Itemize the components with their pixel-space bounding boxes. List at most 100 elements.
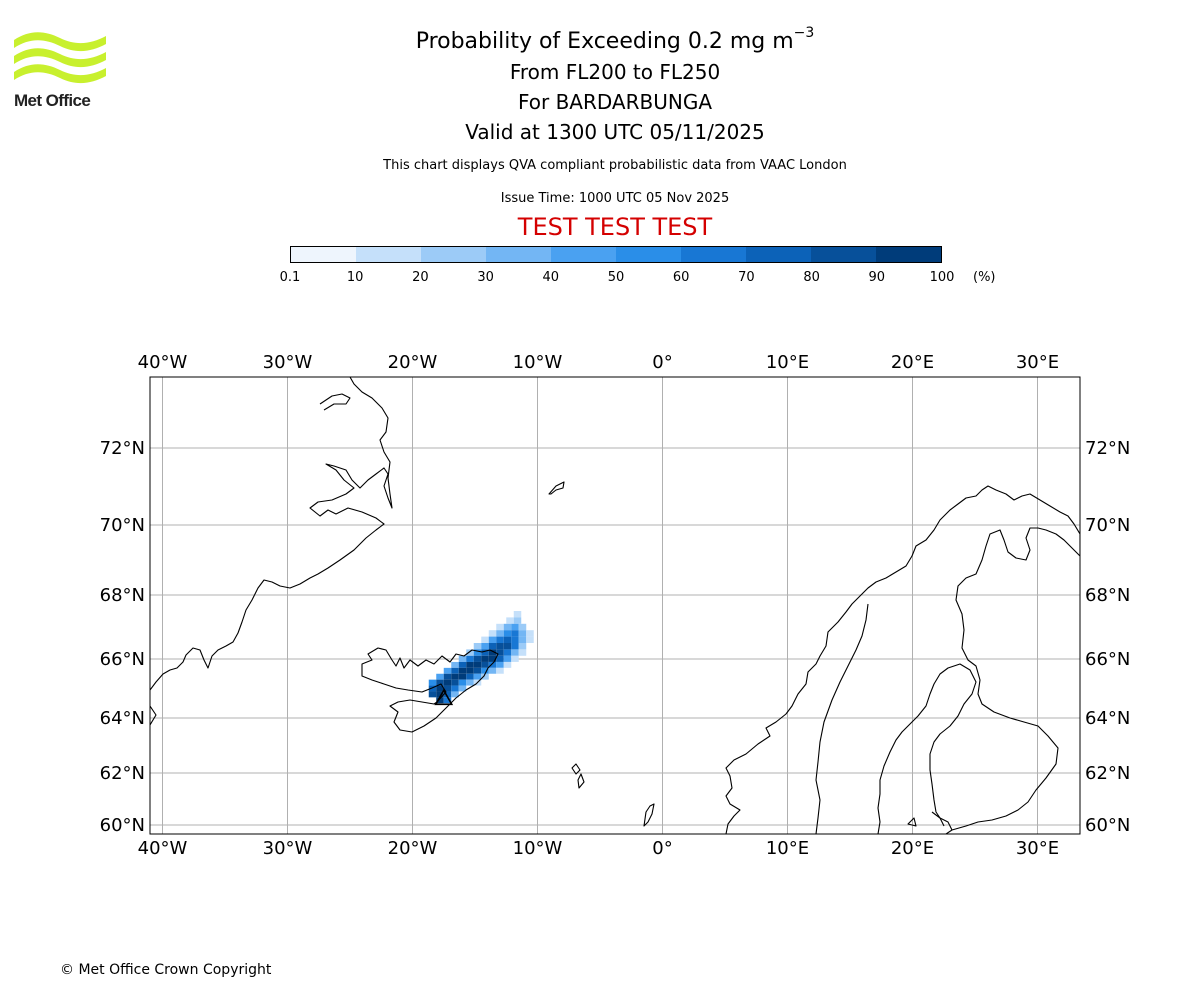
colorbar-tick-label: 40 bbox=[542, 270, 560, 285]
probability-cell bbox=[473, 661, 482, 668]
longitude-label: 0° bbox=[652, 352, 672, 373]
probability-cell bbox=[496, 643, 504, 650]
colorbar bbox=[290, 246, 942, 263]
probability-cell bbox=[518, 643, 527, 650]
latitude-label: 66°N bbox=[100, 649, 145, 670]
longitude-labels-bottom: 40°W 30°W 20°W 10°W 0° 10°E 20°E 30°E bbox=[138, 838, 1059, 859]
probability-cell bbox=[503, 649, 512, 656]
coastline-greenland-fjord bbox=[150, 705, 157, 726]
colorbar-segment bbox=[291, 247, 356, 262]
volcano-marker bbox=[434, 688, 454, 706]
probability-cell bbox=[436, 691, 444, 698]
probability-cell bbox=[496, 655, 504, 662]
colorbar-segment bbox=[746, 247, 811, 262]
map-background bbox=[150, 377, 1080, 834]
colorbar-segment bbox=[616, 247, 681, 262]
probability-cell bbox=[496, 630, 504, 637]
probability-cell bbox=[473, 649, 482, 656]
coastline-gulf-of-bothnia bbox=[877, 663, 977, 834]
probability-cell bbox=[473, 655, 482, 662]
probability-field bbox=[428, 611, 534, 704]
probability-cell bbox=[466, 661, 474, 668]
probability-cell bbox=[473, 643, 482, 650]
colorbar-tick-label: 80 bbox=[803, 270, 820, 285]
colorbar-segment bbox=[811, 247, 876, 262]
longitude-label: 10°E bbox=[766, 838, 809, 859]
latitude-labels-left: 72°N 70°N 68°N 66°N 64°N 62°N 60°N bbox=[100, 438, 145, 836]
coastline-greenland-inlet bbox=[319, 393, 351, 411]
probability-cell bbox=[488, 661, 497, 668]
probability-cell bbox=[458, 667, 467, 674]
probability-cell bbox=[488, 649, 497, 656]
copyright: © Met Office Crown Copyright bbox=[60, 962, 272, 978]
issue-time: Issue Time: 1000 UTC 05 Nov 2025 bbox=[500, 191, 730, 206]
colorbar-segment bbox=[421, 247, 486, 262]
longitude-label: 20°E bbox=[891, 838, 934, 859]
latitude-label: 60°N bbox=[1085, 815, 1130, 836]
probability-cell bbox=[451, 661, 459, 668]
latitude-label: 68°N bbox=[100, 585, 145, 606]
probability-cell bbox=[436, 697, 444, 704]
probability-cell bbox=[458, 673, 467, 680]
longitude-label: 20°W bbox=[388, 352, 438, 373]
probability-cell bbox=[511, 655, 519, 662]
longitude-labels-top: 40°W 30°W 20°W 10°W 0° 10°E 20°E 30°E bbox=[138, 352, 1059, 373]
probability-cell bbox=[436, 673, 444, 680]
chart-title: Probability of Exceeding 0.2 mg m−3 bbox=[415, 25, 815, 57]
subtitle: This chart displays QVA compliant probab… bbox=[383, 158, 847, 173]
colorbar-tick-label: 30 bbox=[477, 270, 494, 285]
coastlines bbox=[150, 377, 1080, 834]
latitude-labels-right: 72°N 70°N 68°N 66°N 64°N 62°N 60°N bbox=[1085, 438, 1130, 836]
chart-titles: Probability of Exceeding 0.2 mg m−3 From… bbox=[415, 25, 815, 147]
latitude-label: 64°N bbox=[100, 708, 145, 729]
longitude-label: 30°E bbox=[1016, 838, 1059, 859]
probability-cell bbox=[436, 679, 444, 686]
colorbar-segment bbox=[681, 247, 746, 262]
probability-cell bbox=[518, 623, 527, 631]
probability-cell bbox=[503, 643, 512, 650]
graticule bbox=[150, 377, 1080, 834]
colorbar-segment bbox=[551, 247, 616, 262]
colorbar-unit: (%) bbox=[973, 270, 996, 285]
probability-cell bbox=[481, 667, 489, 674]
title-main: Probability of Exceeding 0.2 mg m bbox=[415, 29, 794, 54]
probability-cell bbox=[488, 655, 497, 662]
probability-cell bbox=[466, 673, 474, 680]
coastline-jan-mayen bbox=[548, 481, 565, 495]
probability-cell bbox=[473, 673, 482, 680]
met-office-logo: Met Office bbox=[14, 30, 106, 112]
probability-cell bbox=[481, 636, 489, 643]
latitude-label: 66°N bbox=[1085, 649, 1130, 670]
colorbar-tick-label: 70 bbox=[738, 270, 755, 285]
volcano-triangle bbox=[434, 688, 454, 706]
colorbar-tick-label: 50 bbox=[607, 270, 625, 285]
probability-cell bbox=[466, 679, 474, 686]
probability-cell bbox=[518, 630, 527, 637]
longitude-label: 20°W bbox=[388, 838, 438, 859]
probability-cell bbox=[488, 630, 497, 637]
probability-cell bbox=[451, 679, 459, 686]
probability-cell bbox=[481, 655, 489, 662]
probability-cell bbox=[451, 691, 459, 698]
probability-cell bbox=[496, 636, 504, 643]
longitude-label: 40°W bbox=[138, 838, 188, 859]
probability-cell bbox=[428, 685, 437, 692]
test-banner: TEST TEST TEST bbox=[517, 213, 713, 241]
probability-cell bbox=[496, 667, 504, 674]
probability-cell bbox=[436, 685, 444, 692]
latitude-label: 62°N bbox=[1085, 763, 1130, 784]
probability-cell bbox=[443, 673, 452, 680]
title-superscript: −3 bbox=[793, 25, 815, 41]
map-frame bbox=[149, 376, 1081, 835]
coastline-greenland bbox=[150, 377, 393, 691]
probability-cell bbox=[511, 636, 519, 643]
colorbar-tick-label: 20 bbox=[412, 270, 429, 285]
probability-cell bbox=[458, 661, 467, 668]
longitude-label: 10°W bbox=[513, 838, 563, 859]
met-office-waves-icon bbox=[14, 32, 106, 84]
probability-cell bbox=[466, 667, 474, 674]
probability-cell bbox=[503, 655, 512, 662]
colorbar-segment bbox=[486, 247, 551, 262]
probability-cell bbox=[481, 673, 489, 680]
